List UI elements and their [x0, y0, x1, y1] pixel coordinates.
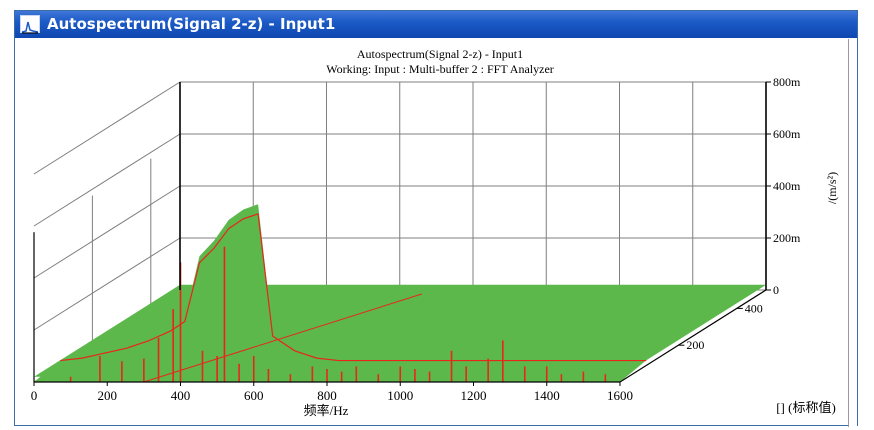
x-tick-label: 600 [244, 388, 264, 403]
x-tick-label: 1000 [387, 388, 413, 403]
x-tick-label: 200 [98, 388, 118, 403]
left-wall-line [33, 185, 181, 279]
z-axis [619, 289, 767, 383]
x-tick-label: 1600 [607, 388, 633, 403]
ridge-slice-line [60, 213, 647, 362]
spectrum-icon [20, 15, 40, 34]
side-panel-edge [848, 39, 857, 427]
z-axis-label: [] (标称值) [776, 400, 836, 415]
left-wall-line [33, 237, 181, 331]
chart-subtitle: Working: Input : Multi-buffer 2 : FFT An… [326, 62, 554, 76]
x-tick-label: 800 [317, 388, 337, 403]
left-wall-line [33, 133, 181, 227]
chart-title: Autospectrum(Signal 2-z) - Input1 [357, 47, 523, 61]
x-tick-label: 1200 [461, 388, 487, 403]
y-tick-label: 400m [773, 179, 801, 193]
window-titlebar[interactable]: Autospectrum(Signal 2-z) - Input1 [15, 11, 857, 38]
left-wall-line [33, 81, 181, 175]
floor-trace [143, 293, 422, 383]
tick-labels: 0 200 400 600 800 1000 1200 1400 1600 0 200m 400m 60… [31, 75, 801, 403]
x-tick-label: 0 [31, 388, 38, 403]
x-tick-label: 400 [171, 388, 191, 403]
y-tick-label: 600m [773, 127, 801, 141]
spectrum-ridge [34, 204, 647, 382]
x-tick-label: 1400 [534, 388, 560, 403]
z-tick-label: 400 [745, 301, 763, 315]
x-axis-label: 频率/Hz [304, 403, 349, 418]
y-tick-label: 0 [773, 283, 779, 297]
spectrum-surface [34, 204, 647, 382]
y-tick-label: 200m [773, 231, 801, 245]
z-tick-label: 200 [686, 338, 704, 352]
window-title: Autospectrum(Signal 2-z) - Input1 [47, 15, 336, 33]
y-tick-label: 800m [773, 75, 801, 89]
y-axis-label: /(m/s²) [825, 172, 839, 204]
